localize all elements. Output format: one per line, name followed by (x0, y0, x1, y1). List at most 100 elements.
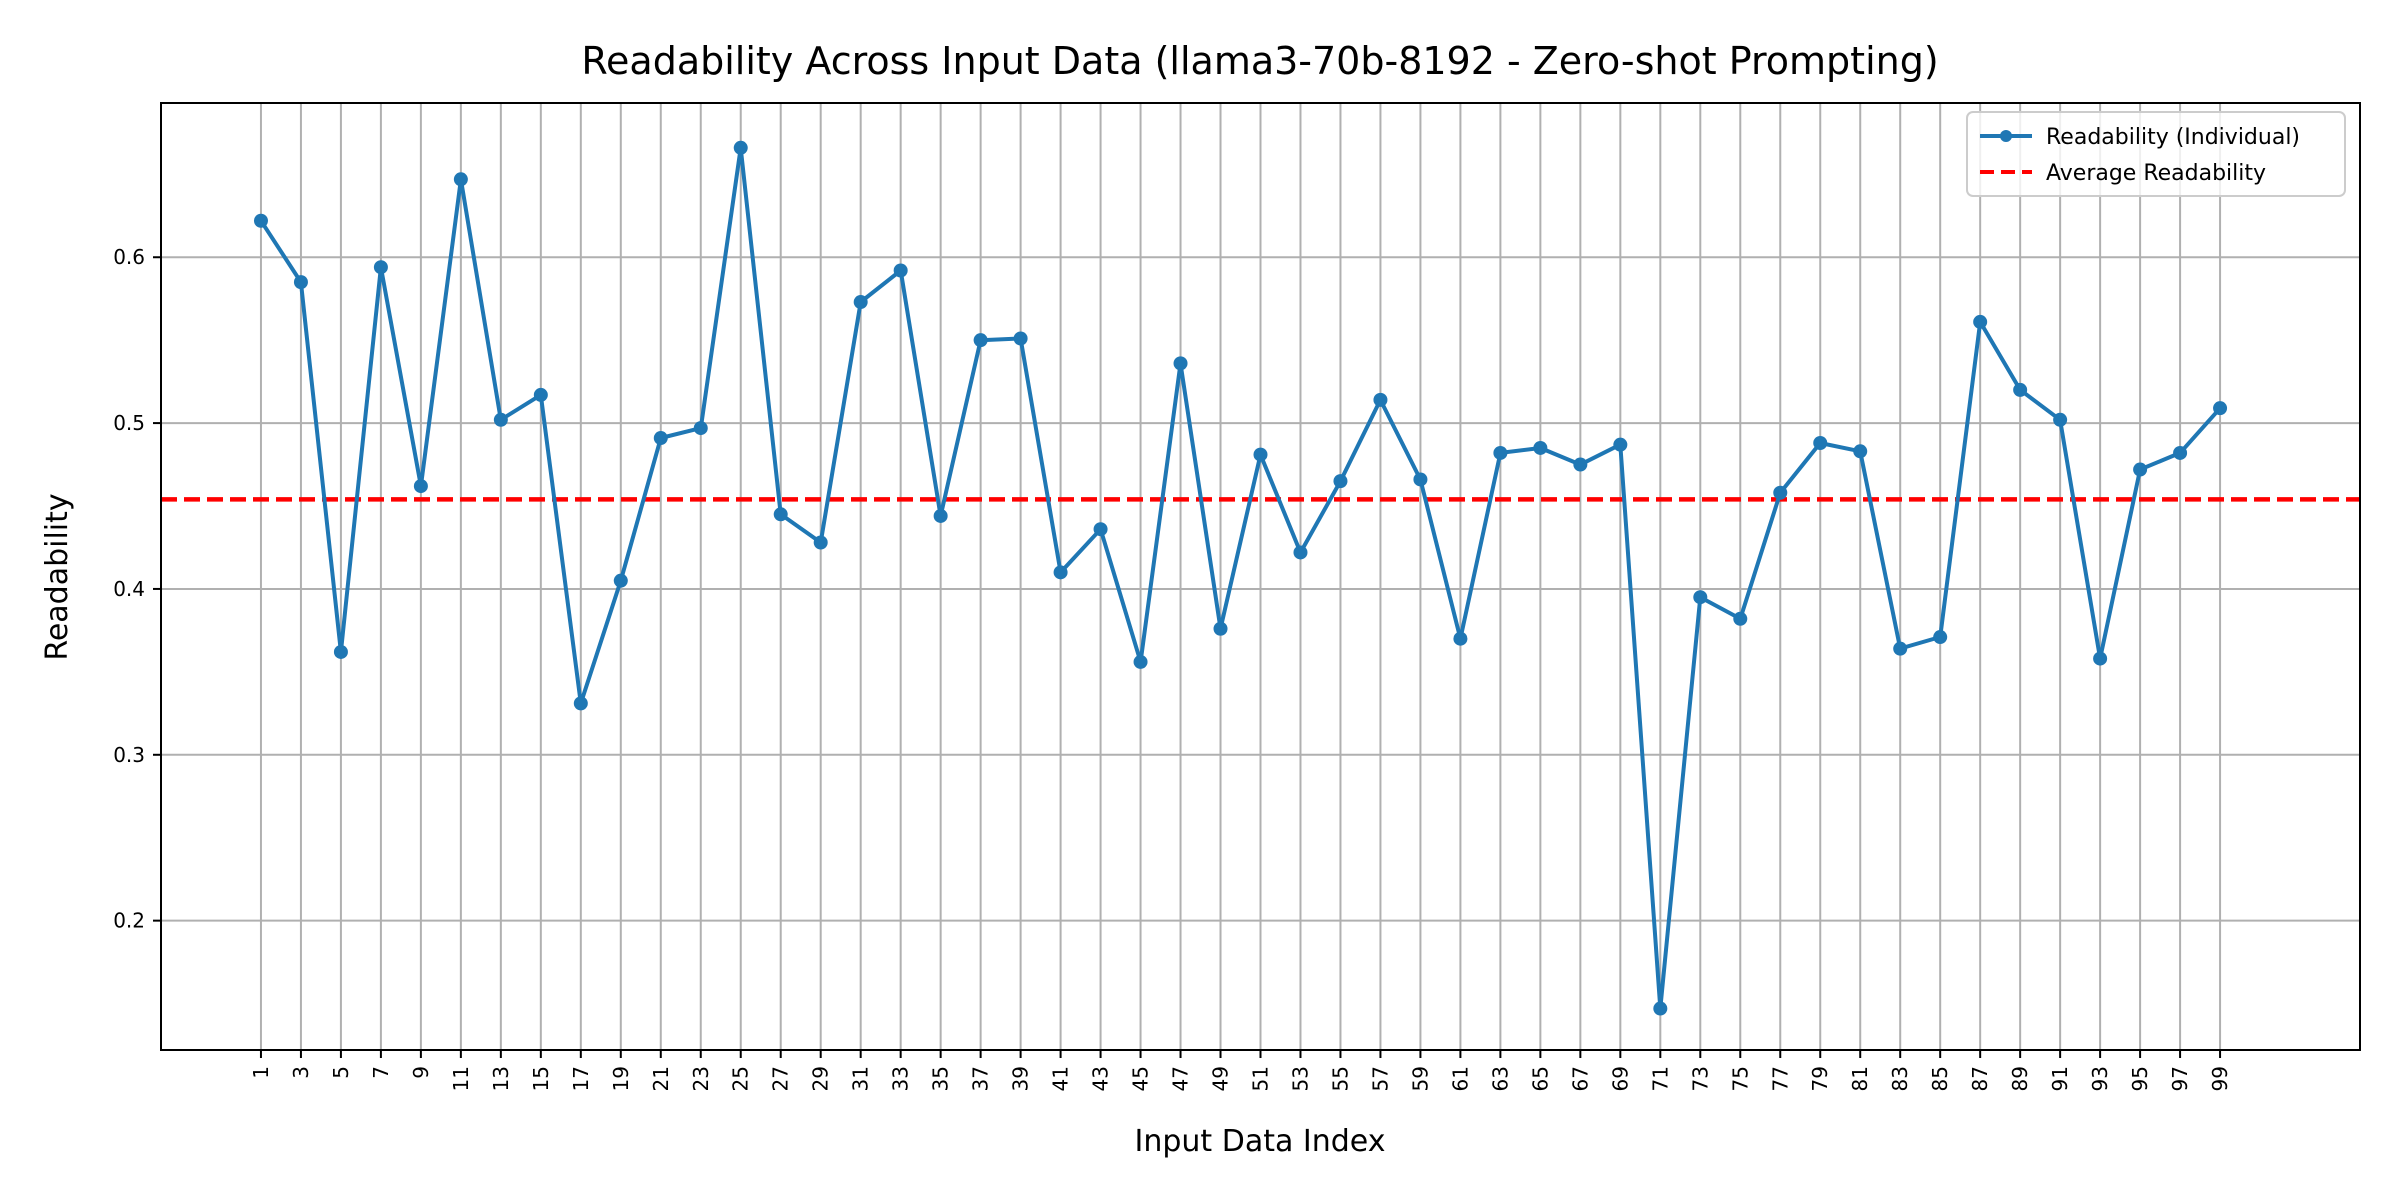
data-point (1813, 435, 1828, 450)
data-point (853, 295, 868, 310)
x-tick-label: 51 (1249, 1066, 1273, 1091)
data-point (693, 421, 708, 436)
y-tick-label: 0.6 (113, 245, 145, 269)
data-point (1333, 474, 1348, 489)
readability-series-line (259, 145, 2222, 1011)
data-point (1293, 545, 1308, 560)
data-point (653, 431, 668, 446)
data-point (1733, 611, 1748, 626)
data-point (1973, 314, 1988, 329)
x-tick-label: 45 (1129, 1066, 1153, 1091)
y-axis-label: Readability (40, 493, 75, 660)
data-point (1773, 485, 1788, 500)
x-tick-label: 15 (529, 1066, 553, 1091)
y-tick-label: 0.2 (113, 909, 145, 933)
x-tick-label: 13 (489, 1066, 513, 1091)
data-point (613, 573, 628, 588)
x-tick-label: 31 (849, 1066, 873, 1091)
data-point (1933, 630, 1948, 645)
data-point (1573, 457, 1588, 472)
x-tick-label: 29 (809, 1066, 833, 1091)
data-point (533, 387, 548, 402)
x-tick-label: 79 (1808, 1066, 1832, 1091)
x-tick-label: 3 (289, 1066, 313, 1079)
x-tick-label: 9 (409, 1066, 433, 1079)
data-point (1093, 522, 1108, 537)
x-tick-label: 87 (1968, 1066, 1992, 1091)
x-axis: 1 3 5 7 9 11 13 15 17 19 21 23 25 27 29 31 33 35 37 39 41 43 4… (249, 1050, 2232, 1091)
data-point (773, 507, 788, 522)
data-point (413, 479, 428, 494)
x-tick-label: 89 (2008, 1066, 2032, 1091)
y-tick-label: 0.4 (113, 577, 145, 601)
x-axis-label: Input Data Index (1135, 1124, 1386, 1159)
x-tick-label: 53 (1288, 1066, 1312, 1091)
x-tick-label: 41 (1049, 1066, 1073, 1091)
x-tick-label: 25 (729, 1066, 753, 1091)
data-point (1653, 1001, 1668, 1016)
x-tick-label: 23 (689, 1066, 713, 1091)
data-point (1853, 444, 1868, 459)
data-point (1613, 437, 1628, 452)
data-point (2013, 382, 2028, 397)
data-point (1693, 590, 1708, 605)
series-layer (253, 140, 2228, 1016)
x-tick-label: 55 (1328, 1066, 1352, 1091)
data-point (893, 263, 908, 278)
x-tick-label: 71 (1648, 1066, 1672, 1091)
x-tick-label: 39 (1009, 1066, 1033, 1091)
x-tick-label: 27 (769, 1066, 793, 1091)
data-point (2173, 445, 2188, 460)
data-point (1173, 356, 1188, 371)
x-tick-label: 85 (1928, 1066, 1952, 1091)
x-tick-label: 99 (2208, 1066, 2232, 1091)
x-tick-label: 75 (1728, 1066, 1752, 1091)
data-point (1133, 654, 1148, 669)
x-tick-label: 61 (1448, 1066, 1472, 1091)
x-tick-label: 83 (1888, 1066, 1912, 1091)
data-point (733, 140, 748, 155)
x-tick-label: 91 (2048, 1066, 2072, 1091)
data-point (453, 172, 468, 187)
chart-title: Readability Across Input Data (llama3-70… (581, 39, 1938, 83)
x-tick-label: 63 (1488, 1066, 1512, 1091)
x-tick-label: 7 (369, 1066, 393, 1079)
x-tick-label: 81 (1848, 1066, 1872, 1091)
legend-label-individual: Readability (Individual) (2046, 125, 2300, 150)
x-tick-label: 49 (1209, 1066, 1233, 1091)
data-point (1013, 331, 1028, 346)
x-tick-label: 19 (609, 1066, 633, 1091)
data-point (1413, 472, 1428, 487)
data-point (373, 260, 388, 275)
x-tick-label: 57 (1368, 1066, 1392, 1091)
data-point (1453, 631, 1468, 646)
x-tick-label: 73 (1688, 1066, 1712, 1091)
y-tick-label: 0.3 (113, 743, 145, 767)
data-point (1053, 565, 1068, 580)
data-point (253, 213, 268, 228)
x-tick-label: 35 (929, 1066, 953, 1091)
x-tick-label: 33 (889, 1066, 913, 1091)
data-point (933, 508, 948, 523)
x-tick-label: 59 (1408, 1066, 1432, 1091)
x-tick-label: 5 (329, 1066, 353, 1079)
x-tick-label: 67 (1568, 1066, 1592, 1091)
legend-marker-swatch (2000, 130, 2012, 142)
x-tick-label: 97 (2168, 1066, 2192, 1091)
x-tick-label: 93 (2088, 1066, 2112, 1091)
x-tick-label: 11 (449, 1066, 473, 1091)
x-tick-label: 43 (1089, 1066, 1113, 1091)
legend-frame (1966, 111, 2346, 197)
data-point (813, 535, 828, 550)
x-tick-label: 77 (1768, 1066, 1792, 1091)
x-tick-label: 69 (1608, 1066, 1632, 1091)
y-tick-label: 0.5 (113, 411, 145, 435)
data-point (1213, 621, 1228, 636)
data-point (573, 696, 588, 711)
data-point (1493, 445, 1508, 460)
data-point (2133, 462, 2148, 477)
data-point (1373, 392, 1388, 407)
y-axis: 0.2 0.3 0.4 0.5 0.6 (113, 245, 161, 933)
